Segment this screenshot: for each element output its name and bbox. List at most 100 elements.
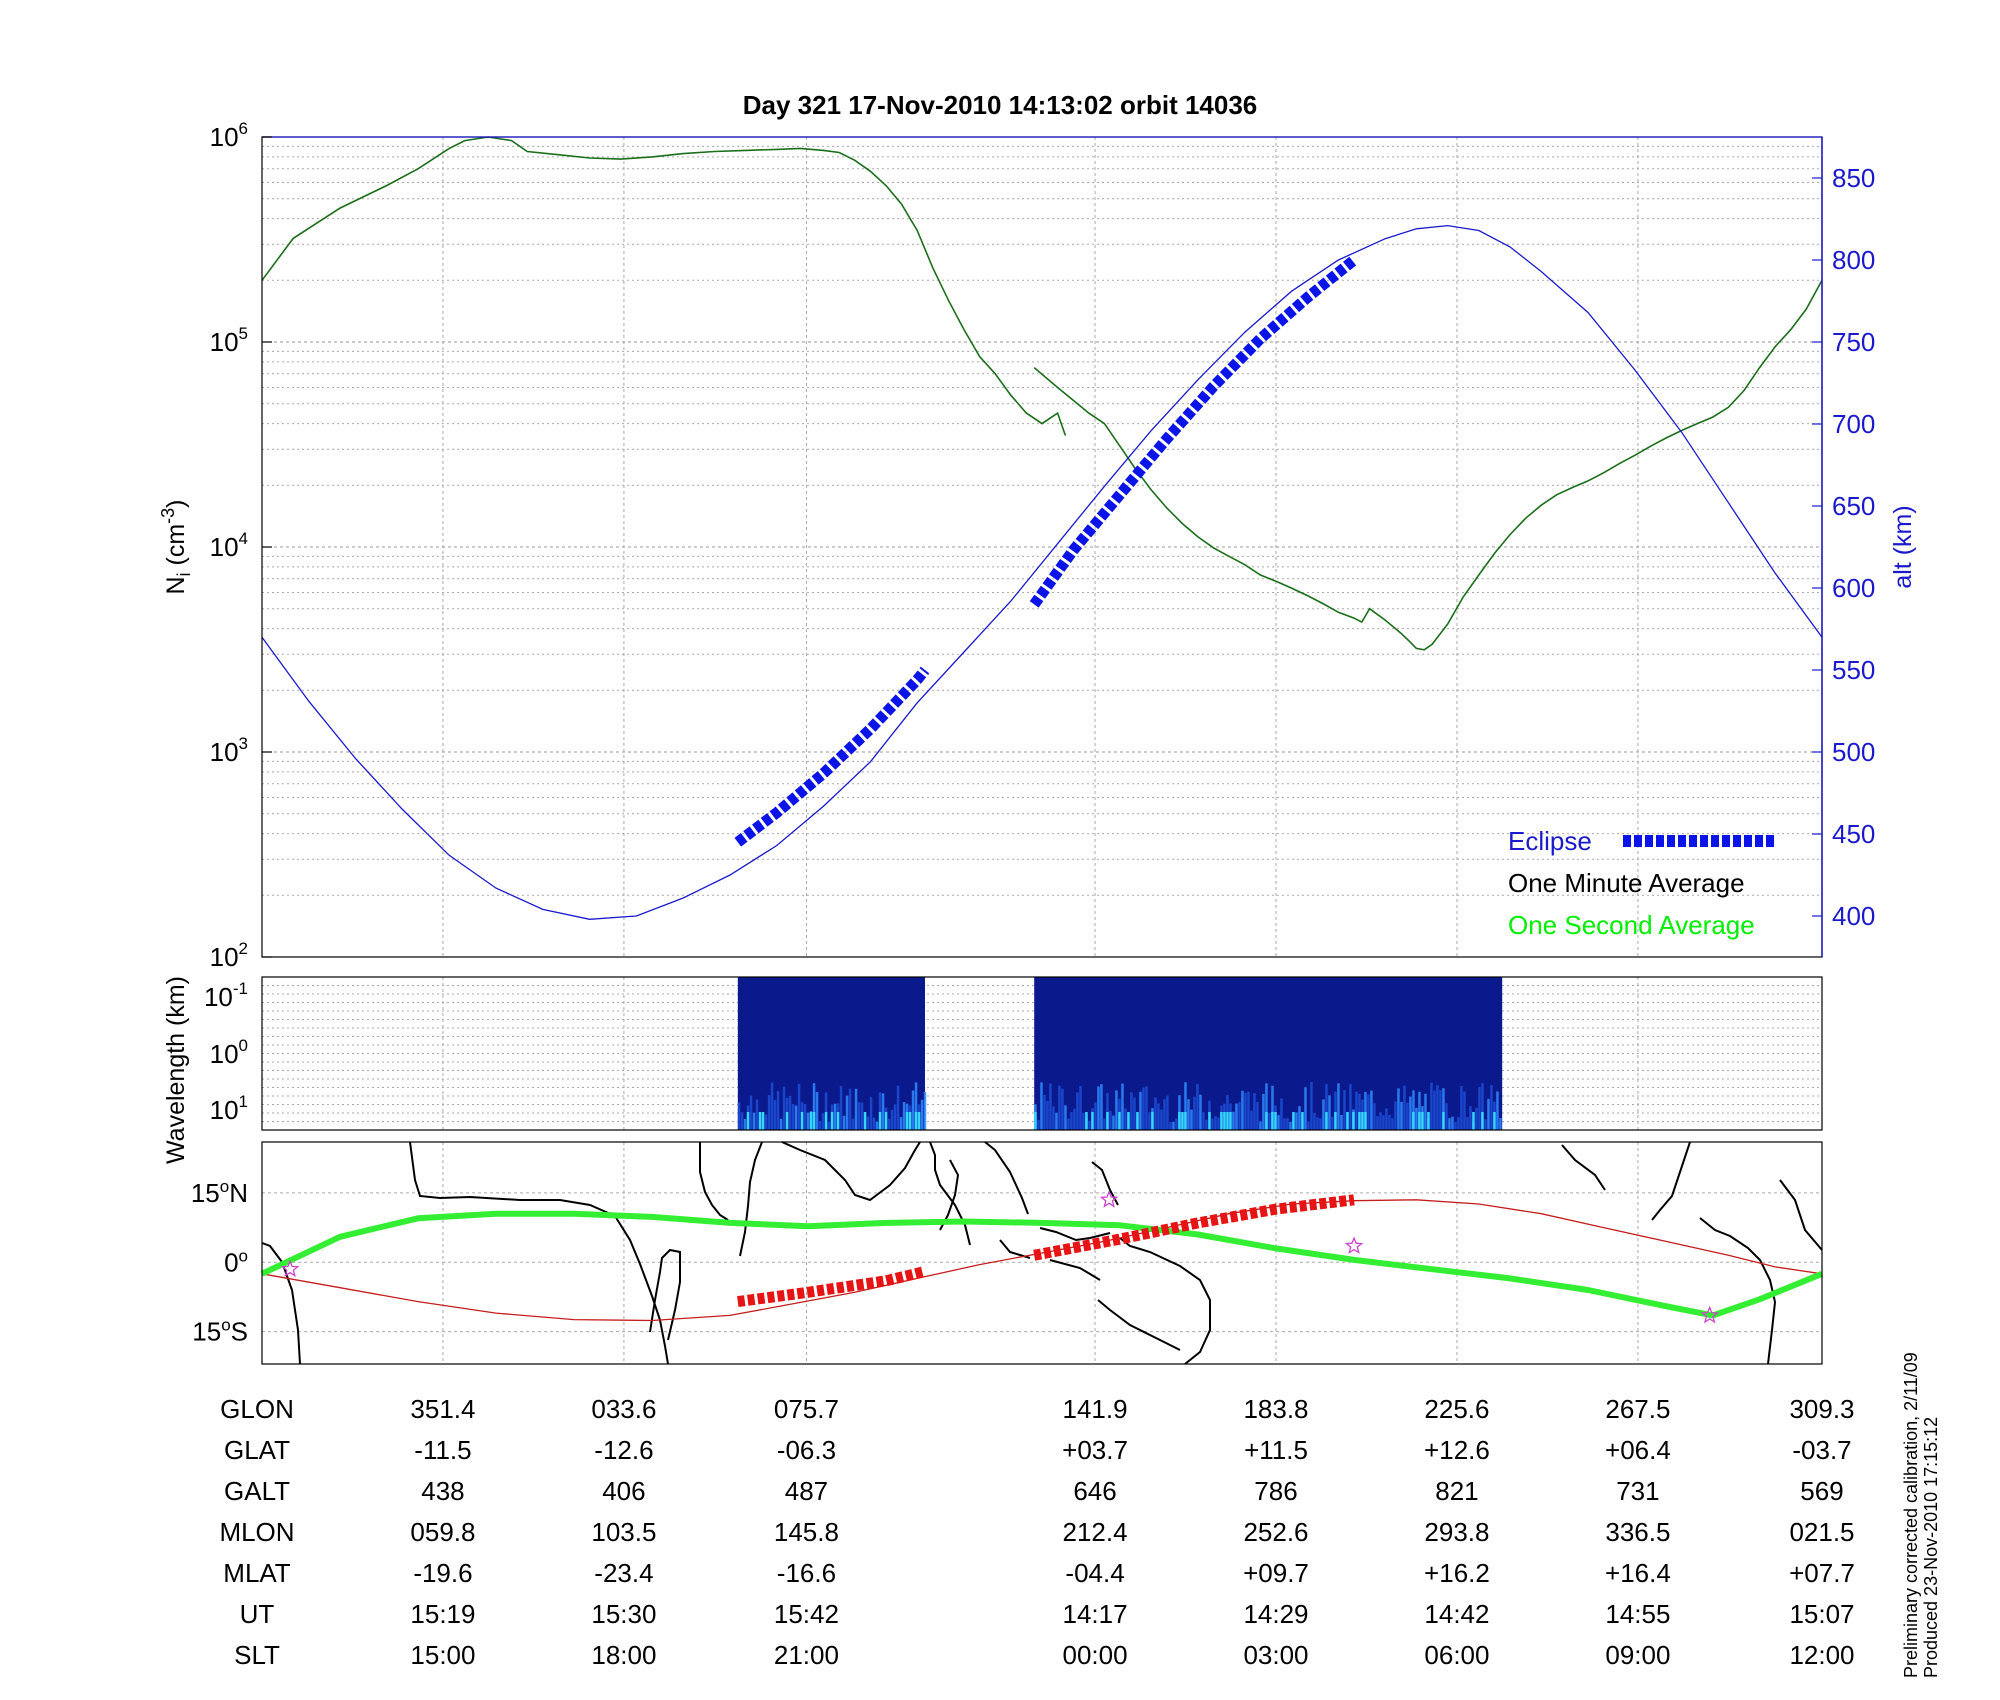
altitude-y-tick-label: 850 — [1832, 163, 1875, 193]
one-minute-average-line — [261, 136, 1067, 436]
spectrogram-column — [1358, 1093, 1361, 1130]
ephemeris-cell: 06:00 — [1424, 1640, 1489, 1670]
spectrogram-column — [1256, 1102, 1259, 1130]
spectrogram-column — [1316, 1117, 1319, 1130]
spectrogram-column — [899, 1117, 903, 1130]
spectrogram-column — [878, 1092, 882, 1130]
ephemeris-cell: -23.4 — [594, 1558, 653, 1588]
spectrogram-column — [1166, 1095, 1169, 1130]
spectrogram-bright-column — [1481, 1112, 1484, 1130]
spectrogram-bright-column — [1364, 1112, 1367, 1130]
ephemeris-cell: 212.4 — [1063, 1517, 1128, 1547]
spectrogram-column — [893, 1104, 897, 1130]
spectrogram-bright-column — [1346, 1112, 1349, 1130]
spectrogram-column — [752, 1112, 756, 1130]
spectrogram-column — [1196, 1084, 1199, 1130]
altitude-y-tick-label: 500 — [1832, 737, 1875, 767]
ephemeris-cell: 09:00 — [1605, 1640, 1670, 1670]
spectrogram-blocks — [737, 977, 1503, 1130]
spectrogram-column — [1430, 1082, 1433, 1130]
spectrogram-column — [1277, 1115, 1280, 1130]
spectrogram-column — [1304, 1087, 1307, 1130]
spectrogram-column — [1157, 1103, 1160, 1130]
spectrogram-column — [1388, 1114, 1391, 1130]
spectrogram-column — [1457, 1117, 1460, 1130]
altitude-y-tick-label: 750 — [1832, 327, 1875, 357]
spectrogram-column — [851, 1118, 855, 1130]
spectrogram-column — [1436, 1085, 1439, 1130]
spectrogram-column — [1184, 1082, 1187, 1130]
spectrogram-column — [1139, 1091, 1142, 1130]
spectrogram-bright-column — [1091, 1112, 1094, 1130]
spectrogram-column — [1082, 1113, 1085, 1130]
ephemeris-cell: 14:55 — [1605, 1599, 1670, 1629]
ephemeris-cell: 646 — [1073, 1476, 1116, 1506]
spectrogram-bright-column — [1106, 1112, 1109, 1130]
spectrogram-column — [1310, 1082, 1313, 1130]
spectrogram-bright-column — [1223, 1112, 1226, 1130]
spectrogram-column — [1433, 1090, 1436, 1130]
spectrogram-bright-column — [1136, 1112, 1139, 1130]
spectrogram-column — [782, 1086, 786, 1130]
spectrogram-column — [1214, 1116, 1217, 1130]
spectrogram-column — [1370, 1090, 1373, 1130]
spectrogram-bright-column — [812, 1112, 816, 1130]
spectrogram-column — [1325, 1084, 1328, 1130]
ephemeris-cell: 033.6 — [591, 1394, 656, 1424]
spectrogram-column — [806, 1112, 810, 1130]
density-y-tick-label: 103 — [210, 734, 248, 767]
ephemeris-cell: 21:00 — [774, 1640, 839, 1670]
spectrogram-bright-column — [863, 1112, 867, 1130]
spectrogram-column — [812, 1083, 816, 1130]
footnote-line-1: Preliminary corrected calibration, 2/11/… — [1901, 1352, 1921, 1678]
spectrogram-column — [839, 1086, 843, 1130]
altitude-y-tick-label: 800 — [1832, 245, 1875, 275]
spectrogram-column — [1187, 1099, 1190, 1130]
star-marker — [1344, 1236, 1364, 1254]
spectrogram-bright-column — [1334, 1112, 1337, 1130]
map-tracks — [260, 1190, 1824, 1324]
spectrogram-column — [1154, 1097, 1157, 1130]
spectrogram-column — [1259, 1121, 1262, 1130]
spectrogram-column — [1097, 1086, 1100, 1130]
spectrogram-column — [1463, 1091, 1466, 1130]
spectrogram-bright-column — [1208, 1112, 1211, 1130]
eclipse-track-segment — [1033, 1194, 1355, 1261]
legend-one-minute-label: One Minute Average — [1508, 868, 1745, 898]
spectrogram-bright-column — [914, 1112, 918, 1130]
spectrogram-column — [866, 1116, 870, 1130]
altitude-y-ticks: 400 450 500 550 600 650 700 750 800 850 — [1812, 163, 1875, 931]
eclipse-segment — [734, 666, 930, 847]
spectrogram-bright-column — [1472, 1112, 1475, 1130]
spectrogram-column — [1385, 1108, 1388, 1130]
ephemeris-cell: -06.3 — [777, 1435, 836, 1465]
spectrogram-bright-column — [1229, 1112, 1232, 1130]
spectrogram-column — [776, 1091, 780, 1130]
spectrogram-column — [791, 1103, 795, 1130]
spectrogram-bright-column — [761, 1112, 765, 1130]
spectrogram-column — [773, 1100, 777, 1130]
spectrogram-column — [896, 1085, 900, 1130]
density-y-ticks: 102 103 104 105 106 — [210, 119, 272, 972]
spectrogram-bright-column — [758, 1112, 762, 1130]
ephemeris-cell: 18:00 — [591, 1640, 656, 1670]
spectrogram-column — [1382, 1115, 1385, 1130]
ephemeris-cell: 145.8 — [774, 1517, 839, 1547]
spectrogram-column — [1334, 1091, 1337, 1130]
spectrogram-column — [1070, 1111, 1073, 1130]
spectrogram-column — [860, 1102, 864, 1130]
spectrogram-bright-column — [1181, 1112, 1184, 1130]
spectrogram-column — [1484, 1119, 1487, 1130]
ephemeris-row-label: GALT — [224, 1476, 290, 1506]
spectrogram-column — [857, 1102, 861, 1130]
spectrogram-column — [1442, 1088, 1445, 1130]
spectrogram-column — [1265, 1083, 1268, 1130]
spectrogram-column — [875, 1121, 879, 1130]
ephemeris-cell: 225.6 — [1424, 1394, 1489, 1424]
spectrogram-column — [1037, 1119, 1040, 1130]
spectrogram-column — [1466, 1117, 1469, 1130]
spectrogram-column — [797, 1083, 801, 1130]
spectrogram-column — [827, 1121, 831, 1130]
spectrogram-column — [1343, 1090, 1346, 1130]
